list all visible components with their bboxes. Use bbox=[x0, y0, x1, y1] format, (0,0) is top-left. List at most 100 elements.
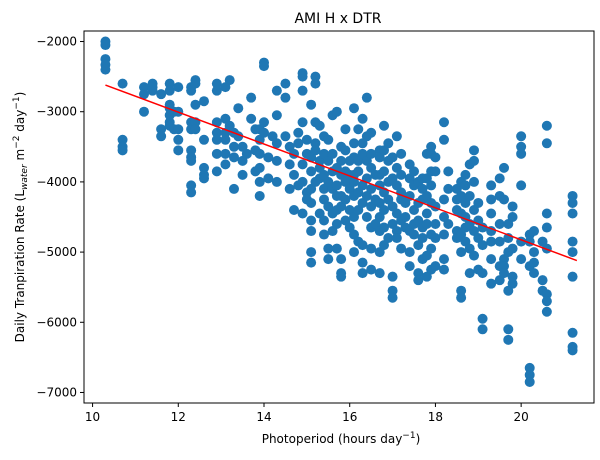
data-point bbox=[524, 369, 535, 380]
data-point bbox=[469, 145, 479, 156]
data-point bbox=[477, 313, 488, 324]
data-point bbox=[477, 240, 488, 251]
data-point bbox=[464, 268, 475, 279]
data-point bbox=[271, 110, 282, 121]
data-point bbox=[301, 134, 312, 145]
data-point bbox=[147, 85, 158, 96]
data-point bbox=[391, 233, 402, 244]
data-point bbox=[400, 212, 411, 222]
data-point bbox=[271, 176, 282, 187]
data-point bbox=[331, 180, 342, 191]
data-point bbox=[430, 233, 441, 244]
data-point bbox=[477, 324, 488, 335]
data-point bbox=[567, 327, 578, 338]
data-point bbox=[439, 264, 449, 275]
data-point bbox=[229, 141, 239, 152]
data-point bbox=[349, 176, 359, 187]
data-point bbox=[100, 64, 111, 75]
data-point bbox=[280, 78, 291, 89]
data-point bbox=[186, 180, 197, 191]
data-point bbox=[297, 159, 308, 170]
data-point bbox=[456, 247, 467, 258]
data-point bbox=[567, 247, 578, 258]
data-point bbox=[464, 190, 475, 201]
y-axis-label: Daily Tranpiration Rate (Lwater m−2 day−… bbox=[12, 92, 30, 343]
data-point bbox=[173, 124, 184, 135]
data-point bbox=[460, 169, 471, 180]
y-tick-label: −2000 bbox=[36, 35, 77, 49]
data-point bbox=[310, 78, 321, 89]
data-point bbox=[443, 219, 454, 230]
trend-line-series bbox=[105, 84, 578, 262]
data-point bbox=[319, 215, 329, 226]
data-point bbox=[100, 40, 111, 51]
x-tick-label: 20 bbox=[514, 410, 529, 424]
data-point bbox=[349, 103, 359, 114]
data-point bbox=[331, 106, 342, 117]
data-point bbox=[117, 145, 128, 156]
data-point bbox=[567, 236, 578, 247]
data-point bbox=[529, 257, 539, 268]
data-point bbox=[246, 113, 257, 124]
data-point bbox=[263, 173, 274, 184]
data-point bbox=[229, 152, 239, 163]
data-point bbox=[186, 155, 197, 166]
data-point bbox=[541, 138, 552, 149]
data-point bbox=[306, 257, 317, 268]
data-point bbox=[199, 173, 209, 184]
data-point bbox=[297, 71, 308, 82]
data-point bbox=[156, 124, 167, 135]
data-point bbox=[387, 271, 398, 282]
data-point bbox=[306, 197, 317, 208]
data-point bbox=[541, 289, 552, 300]
x-tick-label: 10 bbox=[85, 410, 100, 424]
data-point bbox=[259, 61, 269, 72]
data-point bbox=[439, 194, 449, 205]
data-point bbox=[439, 254, 449, 265]
data-point bbox=[336, 155, 347, 166]
data-point bbox=[297, 208, 308, 219]
data-point bbox=[211, 127, 222, 138]
data-point bbox=[366, 127, 377, 138]
data-point bbox=[199, 96, 209, 107]
data-point bbox=[139, 82, 149, 93]
data-point bbox=[186, 145, 197, 156]
data-point bbox=[409, 229, 419, 240]
x-axis-label: Photoperiod (hours day−1) bbox=[262, 431, 421, 446]
data-point bbox=[516, 141, 527, 152]
data-point bbox=[310, 145, 321, 156]
data-point bbox=[224, 75, 235, 86]
data-point bbox=[396, 148, 407, 159]
data-point bbox=[499, 261, 509, 272]
data-point bbox=[499, 268, 509, 279]
y-axis: −2000 −3000 −4000 −5000 −6000 −7000 bbox=[36, 35, 84, 399]
data-point bbox=[404, 247, 415, 258]
data-point bbox=[404, 261, 415, 272]
data-point bbox=[383, 233, 394, 244]
data-point bbox=[254, 176, 265, 187]
data-point bbox=[387, 292, 398, 303]
data-point bbox=[340, 124, 351, 135]
data-point bbox=[349, 247, 359, 258]
data-point bbox=[426, 141, 437, 152]
data-point bbox=[379, 166, 389, 177]
y-tick-label: −5000 bbox=[36, 245, 77, 259]
data-point bbox=[139, 106, 149, 117]
x-tick-label: 12 bbox=[171, 410, 186, 424]
data-point bbox=[383, 138, 394, 149]
data-point bbox=[379, 222, 389, 233]
data-point bbox=[567, 345, 578, 356]
data-point bbox=[220, 159, 231, 170]
regression-line bbox=[105, 84, 578, 262]
data-point bbox=[417, 233, 428, 244]
data-point bbox=[164, 78, 175, 89]
data-point bbox=[541, 208, 552, 219]
data-point bbox=[289, 204, 299, 215]
data-point bbox=[524, 376, 535, 387]
data-point bbox=[529, 268, 539, 279]
data-point bbox=[507, 271, 518, 282]
y-tick-label: −3000 bbox=[36, 105, 77, 119]
data-point bbox=[173, 145, 184, 156]
data-point bbox=[567, 197, 578, 208]
y-tick-label: −6000 bbox=[36, 315, 77, 329]
